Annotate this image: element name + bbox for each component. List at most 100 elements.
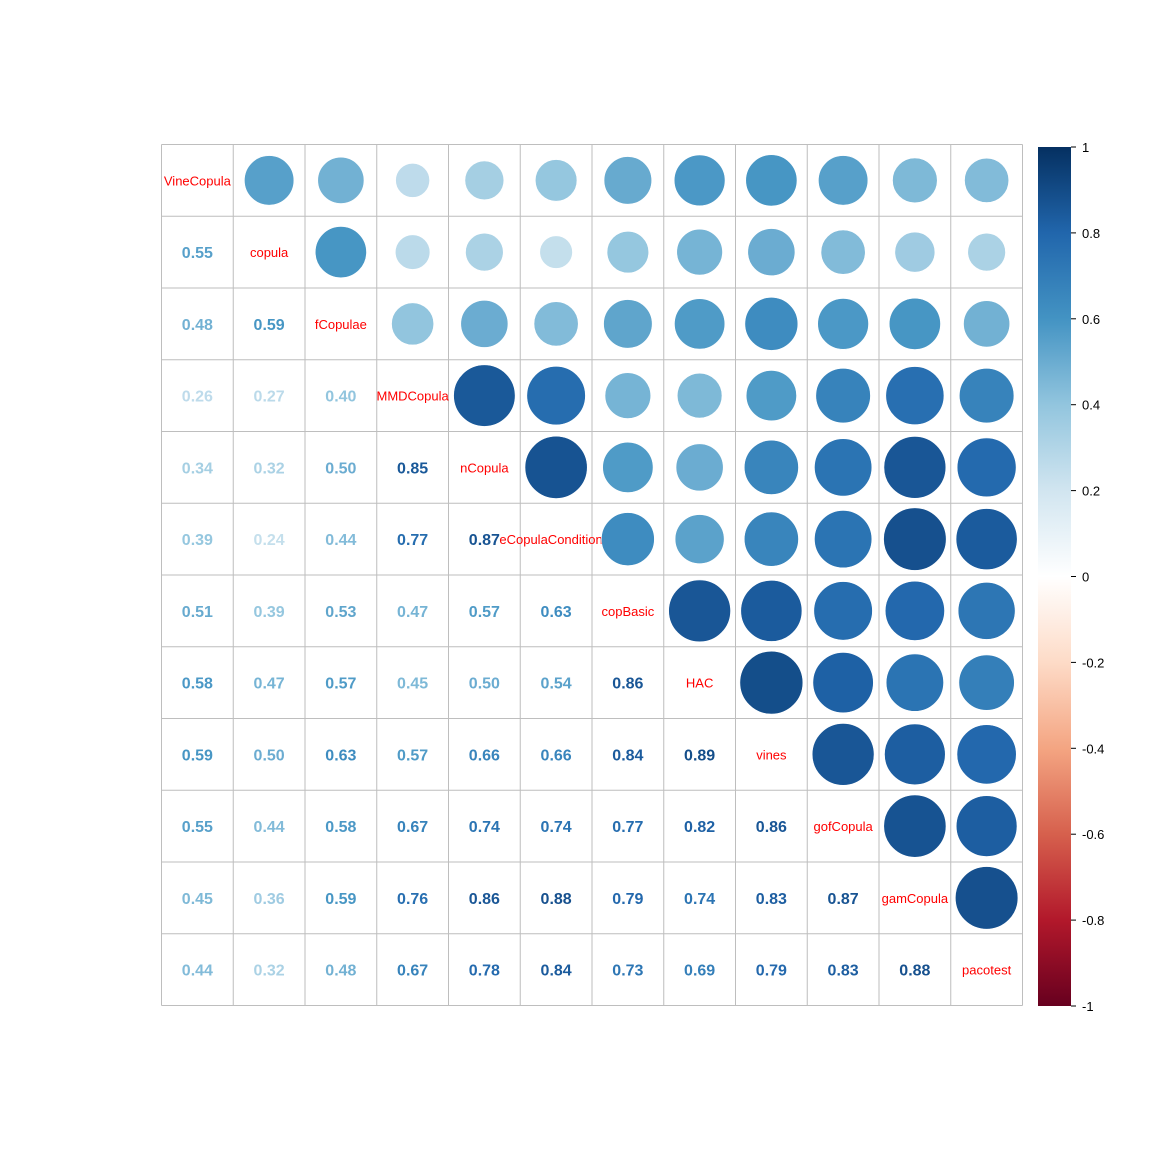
correlation-circle [674, 298, 726, 350]
correlation-circle [740, 579, 803, 642]
correlation-value: 0.66 [541, 747, 572, 764]
correlation-value: 0.89 [684, 747, 715, 764]
correlation-circle [894, 231, 936, 273]
correlation-value: 0.50 [254, 747, 285, 764]
diagonal-label: copBasic [602, 604, 655, 619]
diagonal-label: eCopulaConditional [499, 532, 613, 547]
correlation-value: 0.24 [254, 532, 285, 549]
correlation-value: 0.32 [254, 963, 285, 980]
correlation-circle [539, 235, 573, 269]
correlation-circle [814, 438, 873, 497]
correlation-value: 0.36 [254, 891, 285, 908]
correlation-circle [883, 794, 947, 858]
correlation-circle [394, 234, 431, 270]
correlation-value: 0.50 [325, 460, 356, 477]
correlation-value: 0.86 [756, 819, 787, 836]
correlation-value: 0.34 [182, 460, 213, 477]
correlation-circle [526, 366, 586, 426]
correlation-circle [888, 297, 941, 350]
correlation-value: 0.32 [254, 460, 285, 477]
legend-tick-label: -0.4 [1082, 741, 1104, 756]
correlation-circle [885, 366, 945, 426]
correlation-circle [745, 370, 797, 422]
correlation-circle [533, 301, 579, 347]
legend-tick-label: 0.8 [1082, 226, 1100, 241]
correlation-circle [967, 232, 1006, 272]
correlation-circle [959, 368, 1015, 424]
correlation-circle [524, 435, 588, 499]
correlation-circle [674, 514, 725, 564]
correlation-circle [603, 299, 653, 349]
legend-tick-label: -0.8 [1082, 913, 1104, 928]
correlation-value: 0.85 [397, 460, 428, 477]
correlation-circle [955, 795, 1018, 857]
correlation-value: 0.58 [182, 676, 213, 693]
correlation-value: 0.44 [182, 963, 213, 980]
correlation-circle [956, 437, 1017, 498]
correlation-circle [453, 364, 516, 427]
correlation-value: 0.58 [325, 819, 356, 836]
legend-tick-label: 0.4 [1082, 398, 1100, 413]
correlation-value: 0.82 [684, 819, 715, 836]
correlation-value: 0.59 [254, 317, 285, 334]
correlation-circle [317, 156, 365, 204]
diagonal-label: vines [756, 747, 787, 762]
correlation-circle [964, 157, 1010, 203]
correlation-value: 0.53 [325, 604, 356, 621]
correlation-value: 0.44 [254, 819, 285, 836]
correlation-circle [745, 154, 798, 207]
correlation-value: 0.57 [325, 676, 356, 693]
correlation-value: 0.54 [541, 676, 572, 693]
correlation-value: 0.50 [469, 676, 500, 693]
correlation-circle [673, 154, 726, 207]
correlation-circle [602, 441, 654, 493]
correlation-value: 0.59 [182, 747, 213, 764]
correlation-value: 0.87 [828, 891, 859, 908]
correlation-circle [603, 156, 653, 205]
correlation-value: 0.40 [325, 389, 356, 406]
correlation-circle [892, 157, 938, 204]
correlation-circle [391, 302, 435, 346]
correlation-value: 0.86 [612, 676, 643, 693]
correlation-circle [465, 232, 504, 272]
diagonal-label: gamCopula [882, 891, 949, 906]
correlation-value: 0.88 [899, 963, 930, 980]
correlation-circle [820, 229, 866, 275]
correlation-value: 0.88 [541, 891, 572, 908]
correlation-circle [744, 297, 799, 351]
correlation-value: 0.55 [182, 819, 213, 836]
correlation-value: 0.57 [397, 747, 428, 764]
correlation-value: 0.83 [828, 963, 859, 980]
correlation-value: 0.26 [182, 389, 213, 406]
correlation-circle [958, 654, 1015, 711]
correlation-value: 0.57 [469, 604, 500, 621]
diagonal-label: pacotest [962, 963, 1012, 978]
correlation-circle [815, 368, 871, 424]
correlation-circle [395, 163, 430, 198]
correlation-value: 0.47 [254, 676, 285, 693]
correlation-circle [883, 436, 947, 499]
correlation-value: 0.45 [397, 676, 428, 693]
correlation-value: 0.59 [325, 891, 356, 908]
correlation-circle [811, 723, 875, 786]
correlation-value: 0.47 [397, 604, 428, 621]
legend-tick-label: 0.2 [1082, 484, 1100, 499]
correlation-circle [314, 226, 367, 279]
correlation-circle [956, 724, 1017, 785]
correlation-value: 0.87 [469, 532, 500, 549]
correlation-circle [606, 230, 650, 274]
correlation-value: 0.77 [612, 819, 643, 836]
correlation-circle [601, 512, 655, 566]
correlation-value: 0.63 [325, 747, 356, 764]
cell-grid [161, 144, 1023, 1006]
correlation-value: 0.79 [612, 891, 643, 908]
correlation-value: 0.76 [397, 891, 428, 908]
correlation-circle [739, 650, 804, 715]
legend-tick-label: -0.2 [1082, 655, 1104, 670]
diagonal-label: gofCopula [813, 819, 873, 834]
correlation-circle [955, 866, 1019, 930]
correlation-value: 0.44 [325, 532, 356, 549]
correlation-circle [817, 298, 869, 350]
correlation-circle [244, 155, 295, 206]
